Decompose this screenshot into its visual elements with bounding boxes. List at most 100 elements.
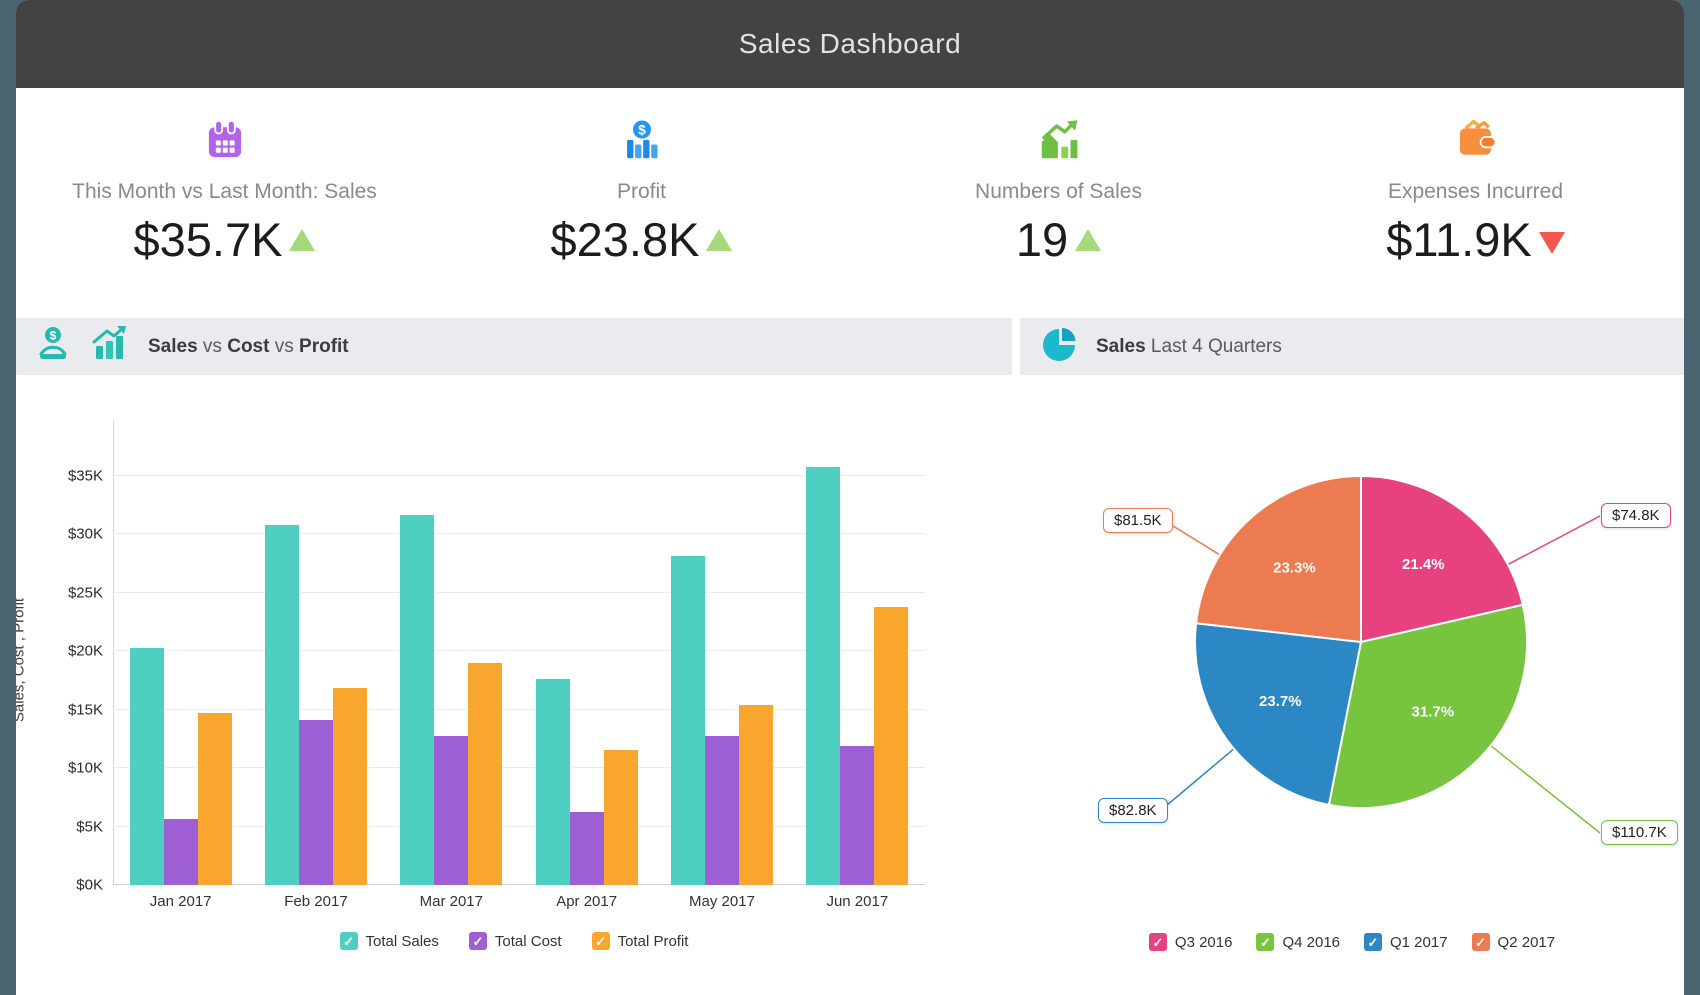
legend-checkbox-icon[interactable]: ✓ <box>468 932 487 950</box>
bar-total-profit[interactable] <box>197 713 232 885</box>
pie-chart-body: 21.4% 31.7% 23.7% 23.3% ✓ Q3 2016 ✓ Q4 2016 ✓ Q1… <box>1020 375 1684 995</box>
kpi-value: $11.9K <box>1267 212 1684 267</box>
pie-chart-area: 21.4% 31.7% 23.7% 23.3% ✓ Q3 2016 ✓ Q4 2016 ✓ Q1… <box>1020 375 1684 995</box>
bar-chart-plot: Sales, Cost , Profit $0K $5K $10K $15K $20K $… <box>16 421 925 894</box>
bar-total-cost[interactable] <box>163 819 198 885</box>
legend-checkbox-icon[interactable]: ✓ <box>1256 933 1275 951</box>
gridline <box>113 825 925 827</box>
y-tick-label: $20K <box>67 642 103 660</box>
bar-total-sales[interactable] <box>264 524 299 885</box>
legend-item-total-cost[interactable]: ✓ Total Cost <box>468 932 562 950</box>
legend-label: Total Sales <box>365 932 439 950</box>
x-tick-label: May 2017 <box>689 893 755 910</box>
x-tick-label: Mar 2017 <box>419 893 483 910</box>
growth-chart-icon <box>88 324 130 369</box>
legend-label: Q1 2017 <box>1390 933 1448 951</box>
pie-leader-line <box>1507 515 1601 566</box>
pie-slice-q4-2016[interactable] <box>1327 603 1528 810</box>
svg-text:$: $ <box>638 123 646 138</box>
svg-text:$: $ <box>50 329 57 343</box>
bar-total-profit[interactable] <box>603 750 638 885</box>
bar-total-cost[interactable] <box>298 720 333 885</box>
bar-total-cost[interactable] <box>840 745 875 885</box>
legend-item-total-profit[interactable]: ✓ Total Profit <box>591 932 689 950</box>
pie-slice-q2-2017[interactable] <box>1194 474 1362 644</box>
bar-total-profit[interactable] <box>738 704 773 885</box>
bar-total-profit[interactable] <box>874 606 909 885</box>
pie-panel-title: Sales Last 4 Quarters <box>1096 335 1282 357</box>
kpi-label: Expenses Incurred <box>1387 180 1564 203</box>
bar-total-cost[interactable] <box>704 736 739 885</box>
kpi-label: Profit <box>616 180 666 203</box>
app-header: Sales Dashboard <box>16 0 1684 88</box>
sales-growth-icon <box>850 118 1267 164</box>
y-tick-label: $35K <box>67 467 103 484</box>
y-tick-label: $0K <box>76 876 103 894</box>
kpi-expenses: Expenses Incurred $11.9K <box>1267 88 1684 318</box>
kpi-value: $35.7K <box>16 212 433 267</box>
bar-total-profit[interactable] <box>332 688 367 885</box>
pie-slice-q3-2016[interactable] <box>1360 474 1524 644</box>
bar-total-sales[interactable] <box>806 467 841 885</box>
legend-checkbox-icon[interactable]: ✓ <box>1471 933 1490 951</box>
dashboard-card: Sales Dashboard This Month vs Las <box>16 0 1684 995</box>
pie-chart-legend: ✓ Q3 2016 ✓ Q4 2016 ✓ Q1 2017 ✓ Q2 2017 <box>1020 933 1684 951</box>
gridline <box>113 533 925 534</box>
kpi-value: $23.8K <box>433 212 850 267</box>
bar-total-sales[interactable] <box>129 647 164 885</box>
pie-callout-q3-2016: $74.8K <box>1601 503 1671 528</box>
legend-checkbox-icon[interactable]: ✓ <box>1364 933 1382 951</box>
trend-up-icon <box>706 228 733 251</box>
pie-slice-q1-2017[interactable] <box>1194 622 1363 807</box>
bar-total-sales[interactable] <box>535 679 570 885</box>
profit-bars-icon: $ <box>433 118 850 164</box>
wallet-icon <box>1267 118 1684 164</box>
bar-total-sales[interactable] <box>670 556 705 885</box>
legend-checkbox-icon[interactable]: ✓ <box>1148 933 1167 951</box>
legend-label: Q4 2016 <box>1282 933 1340 951</box>
kpi-label: Numbers of Sales <box>975 180 1142 203</box>
gridline <box>113 884 925 885</box>
pie-callout-q1-2017: $82.8K <box>1098 798 1168 823</box>
pie-chart-icon <box>1042 326 1078 367</box>
legend-item-q4-2016[interactable]: ✓ Q4 2016 <box>1256 933 1340 951</box>
kpi-profit: $ Profit $23.8K <box>433 88 850 318</box>
x-tick-label: Jan 2017 <box>149 893 212 910</box>
kpi-value: 19 <box>850 212 1267 267</box>
x-axis-labels: Jan 2017 Feb 2017 Mar 2017 Apr 2017 May 2017… <box>113 893 925 910</box>
bar-chart-panel: $ <box>16 318 1012 995</box>
legend-checkbox-icon[interactable]: ✓ <box>339 932 358 950</box>
legend-label: Total Profit <box>617 932 689 950</box>
pie-chart: 21.4% 31.7% 23.7% 23.3% <box>1194 474 1528 810</box>
pie-percent-label: 23.7% <box>1259 693 1302 710</box>
trend-up-icon <box>289 228 316 251</box>
trend-down-icon <box>1538 231 1565 254</box>
legend-label: Total Cost <box>494 932 562 950</box>
legend-item-q1-2017[interactable]: ✓ Q1 2017 <box>1364 933 1448 951</box>
legend-checkbox-icon[interactable]: ✓ <box>591 932 610 950</box>
bars-row <box>113 435 925 885</box>
gridline <box>113 474 925 476</box>
page-title: Sales Dashboard <box>738 28 962 59</box>
bar-total-sales[interactable] <box>400 515 435 885</box>
bar-group-apr-2017 <box>519 679 654 885</box>
bar-total-cost[interactable] <box>434 736 469 885</box>
pie-leader-line <box>1159 748 1235 812</box>
bar-chart-legend: ✓ Total Sales ✓ Total Cost ✓ Total Profit <box>16 932 1012 950</box>
panels-row: $ <box>16 318 1684 995</box>
legend-label: Q2 2017 <box>1497 933 1556 951</box>
bar-group-jun-2017 <box>790 467 925 885</box>
legend-item-total-sales[interactable]: ✓ Total Sales <box>339 932 439 950</box>
pie-panel-header: Sales Last 4 Quarters <box>1020 318 1684 375</box>
pie-percent-label: 31.7% <box>1412 704 1455 721</box>
bar-total-cost[interactable] <box>569 812 604 885</box>
kpi-month-vs-month: This Month vs Last Month: Sales $35.7K <box>16 88 433 318</box>
kpi-number-of-sales: Numbers of Sales 19 <box>850 88 1267 318</box>
bar-group-mar-2017 <box>384 515 519 885</box>
legend-item-q2-2017[interactable]: ✓ Q2 2017 <box>1471 933 1556 951</box>
money-hand-icon: $ <box>38 324 80 369</box>
legend-item-q3-2016[interactable]: ✓ Q3 2016 <box>1148 933 1232 951</box>
bar-total-profit[interactable] <box>468 662 503 885</box>
x-tick-label: Feb 2017 <box>284 893 348 910</box>
